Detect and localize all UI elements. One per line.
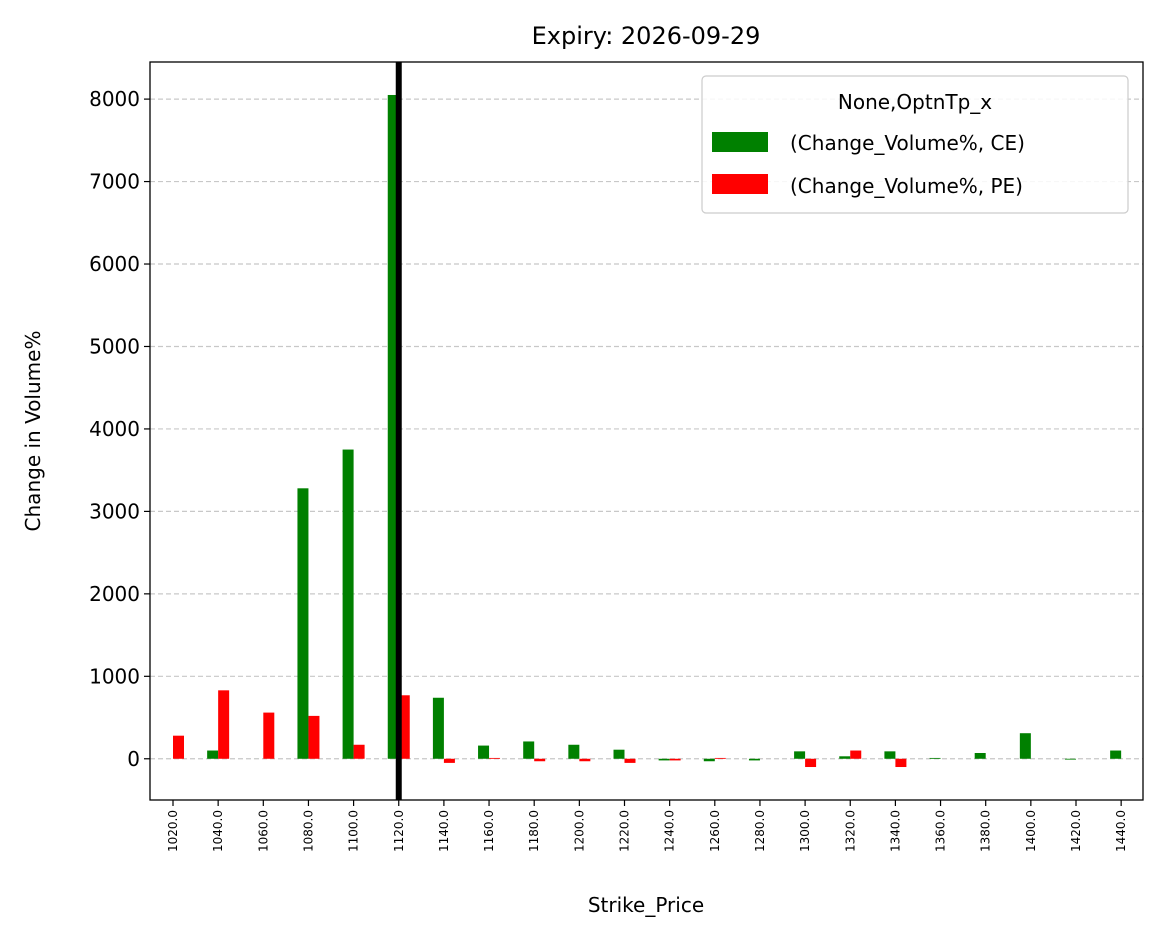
bar-pe	[624, 758, 636, 763]
x-tick-label: 1440.0	[1114, 810, 1128, 852]
bar-ce	[794, 751, 806, 759]
legend-box	[701, 75, 1129, 214]
bar-ce	[703, 758, 715, 762]
x-tick-label: 1080.0	[301, 810, 315, 852]
x-tick-label: 1400.0	[1024, 810, 1038, 852]
bar-ce	[929, 757, 941, 759]
chart-title: Expiry: 2026-09-29	[532, 22, 761, 50]
legend-swatch-ce	[712, 132, 768, 152]
y-tick-label: 8000	[89, 87, 140, 111]
y-tick-label: 1000	[89, 664, 140, 688]
x-tick-label: 1060.0	[256, 810, 270, 852]
x-axis-label: Strike_Price	[588, 893, 704, 917]
bar-pe	[489, 757, 501, 759]
x-tick-label: 1020.0	[166, 810, 180, 852]
y-tick-label: 4000	[89, 417, 140, 441]
y-tick-label: 2000	[89, 582, 140, 606]
legend-title: None,OptnTp_x	[838, 90, 992, 114]
bar-pe	[850, 750, 862, 759]
bar-ce	[207, 750, 219, 759]
x-tick-label: 1260.0	[708, 810, 722, 852]
x-tick-label: 1140.0	[437, 810, 451, 852]
y-tick-label: 5000	[89, 334, 140, 358]
bar-ce	[342, 449, 354, 759]
bar-ce	[1065, 758, 1076, 760]
bar-ce	[297, 488, 309, 759]
x-tick-label: 1200.0	[572, 810, 586, 852]
x-tick-label: 1220.0	[618, 810, 632, 852]
bar-ce	[1019, 733, 1031, 759]
x-tick-label: 1180.0	[527, 810, 541, 852]
bar-ce	[568, 744, 580, 759]
y-tick-label: 3000	[89, 499, 140, 523]
x-tick-label: 1380.0	[979, 810, 993, 852]
legend-label-ce: (Change_Volume%, CE)	[790, 131, 1025, 155]
legend-swatch-pe	[712, 174, 768, 194]
bar-pe	[173, 735, 184, 759]
x-tick-label: 1360.0	[934, 810, 948, 852]
bar-pe	[534, 758, 546, 762]
plot-frame	[149, 61, 1144, 801]
y-tick-label: 7000	[89, 170, 140, 194]
bar-ce	[387, 94, 399, 759]
x-axis: 1020.0 1040.0 1060.0 1080.0 1100.0 1120.0 1140…	[166, 800, 1128, 852]
bars	[162, 94, 1133, 768]
bar-ce	[748, 758, 760, 761]
y-axis: 0 1000 2000 3000 4000 5000 6000 7000 8000	[89, 87, 150, 771]
x-tick-label: 1320.0	[843, 810, 857, 852]
bar-ce	[1110, 750, 1122, 759]
x-tick-label: 1300.0	[798, 810, 812, 852]
bar-pe	[308, 715, 320, 759]
y-axis-label: Change in Volume%	[21, 331, 45, 532]
bar-pe	[398, 695, 410, 759]
bar-ce	[613, 749, 625, 759]
x-tick-label: 1120.0	[392, 810, 406, 852]
x-tick-label: 1160.0	[482, 810, 496, 852]
bar-pe	[443, 758, 455, 763]
bar-pe	[353, 744, 365, 759]
x-tick-label: 1420.0	[1069, 810, 1083, 852]
x-tick-label: 1280.0	[753, 810, 767, 852]
bar-ce	[974, 752, 986, 759]
y-tick-label: 0	[127, 747, 140, 771]
bar-pe	[579, 758, 591, 762]
x-tick-label: 1040.0	[211, 810, 225, 852]
bar-ce	[884, 751, 896, 759]
bar-pe	[895, 758, 907, 768]
bar-pe	[218, 690, 230, 759]
bar-ce	[432, 697, 444, 759]
bar-pe	[714, 757, 726, 759]
x-tick-label: 1340.0	[888, 810, 902, 852]
legend-label-pe: (Change_Volume%, PE)	[790, 174, 1023, 198]
x-tick-label: 1240.0	[663, 810, 677, 852]
bar-pe	[263, 712, 275, 759]
bar-pe	[805, 758, 817, 768]
bar-ce	[839, 756, 851, 759]
x-tick-label: 1100.0	[347, 810, 361, 852]
bar-ce	[658, 758, 670, 761]
legend: None,OptnTp_x (Change_Volume%, CE) (Chan…	[701, 75, 1129, 214]
bar-ce	[523, 741, 535, 759]
bar-ce	[478, 745, 490, 759]
bar-pe	[669, 758, 681, 761]
y-tick-label: 6000	[89, 252, 140, 276]
